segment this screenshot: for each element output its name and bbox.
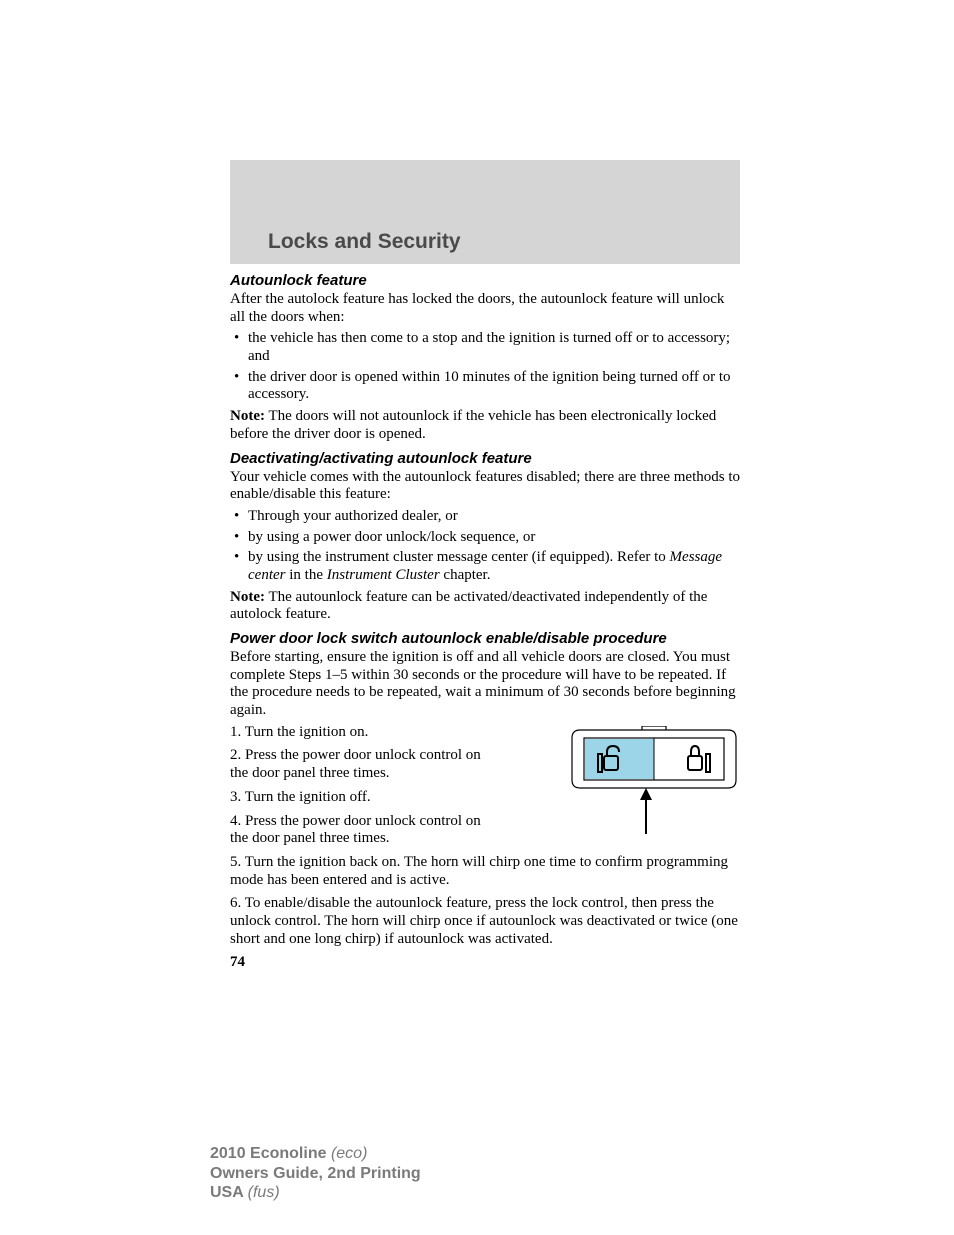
text-fragment: in the xyxy=(285,567,326,583)
note-paragraph: Note: The doors will not autounlock if t… xyxy=(230,408,740,443)
footer-line-2: Owners Guide, 2nd Printing xyxy=(210,1164,421,1184)
note-text: The autounlock feature can be activated/… xyxy=(230,589,707,623)
arrow-indicator-icon xyxy=(640,788,652,834)
switch-illustration-svg xyxy=(568,726,746,836)
step-item: 2. Press the power door unlock control o… xyxy=(230,747,500,782)
note-label: Note: xyxy=(230,408,265,424)
chapter-title: Locks and Security xyxy=(268,230,740,254)
footer-line-3: USA (fus) xyxy=(210,1183,421,1203)
paragraph: After the autolock feature has locked th… xyxy=(230,291,740,326)
paragraph: Your vehicle comes with the autounlock f… xyxy=(230,469,740,504)
section-heading-deactivating: Deactivating/activating autounlock featu… xyxy=(230,450,740,467)
section-heading-autounlock: Autounlock feature xyxy=(230,272,740,289)
note-label: Note: xyxy=(230,589,265,605)
step-item: 3. Turn the ignition off. xyxy=(230,789,500,807)
text-fragment: chapter. xyxy=(440,567,491,583)
note-text: The doors will not autounlock if the veh… xyxy=(230,408,716,442)
door-lock-switch-diagram xyxy=(568,726,746,841)
footer: 2010 Econoline (eco) Owners Guide, 2nd P… xyxy=(210,1144,421,1203)
step-item: 1. Turn the ignition on. xyxy=(230,724,500,742)
bullet-list: the vehicle has then come to a stop and … xyxy=(230,330,740,404)
page-content: Locks and Security Autounlock feature Af… xyxy=(230,160,740,971)
footer-region: USA xyxy=(210,1184,248,1201)
paragraph: Before starting, ensure the ignition is … xyxy=(230,649,740,720)
note-paragraph: Note: The autounlock feature can be acti… xyxy=(230,589,740,624)
list-item: by using the instrument cluster message … xyxy=(230,549,740,584)
footer-model: 2010 Econoline xyxy=(210,1145,331,1162)
chapter-header: Locks and Security xyxy=(230,160,740,264)
step-item: 5. Turn the ignition back on. The horn w… xyxy=(230,854,740,889)
section-heading-procedure: Power door lock switch autounlock enable… xyxy=(230,630,740,647)
bullet-list: Through your authorized dealer, or by us… xyxy=(230,508,740,585)
list-item: the vehicle has then come to a stop and … xyxy=(230,330,740,365)
footer-code: (eco) xyxy=(331,1145,367,1162)
step-item: 6. To enable/disable the autounlock feat… xyxy=(230,895,740,948)
text-fragment: by using the instrument cluster message … xyxy=(248,549,670,565)
footer-line-1: 2010 Econoline (eco) xyxy=(210,1144,421,1164)
footer-region-code: (fus) xyxy=(248,1184,280,1201)
emphasis-text: Instrument Cluster xyxy=(327,567,440,583)
steps-column-left: 1. Turn the ignition on. 2. Press the po… xyxy=(230,724,500,848)
step-item: 4. Press the power door unlock control o… xyxy=(230,813,500,848)
list-item: the driver door is opened within 10 minu… xyxy=(230,369,740,404)
list-item: by using a power door unlock/lock sequen… xyxy=(230,529,740,547)
unlock-highlight xyxy=(585,739,654,779)
procedure-steps: 1. Turn the ignition on. 2. Press the po… xyxy=(230,724,740,848)
list-item: Through your authorized dealer, or xyxy=(230,508,740,526)
page-number: 74 xyxy=(230,954,740,971)
